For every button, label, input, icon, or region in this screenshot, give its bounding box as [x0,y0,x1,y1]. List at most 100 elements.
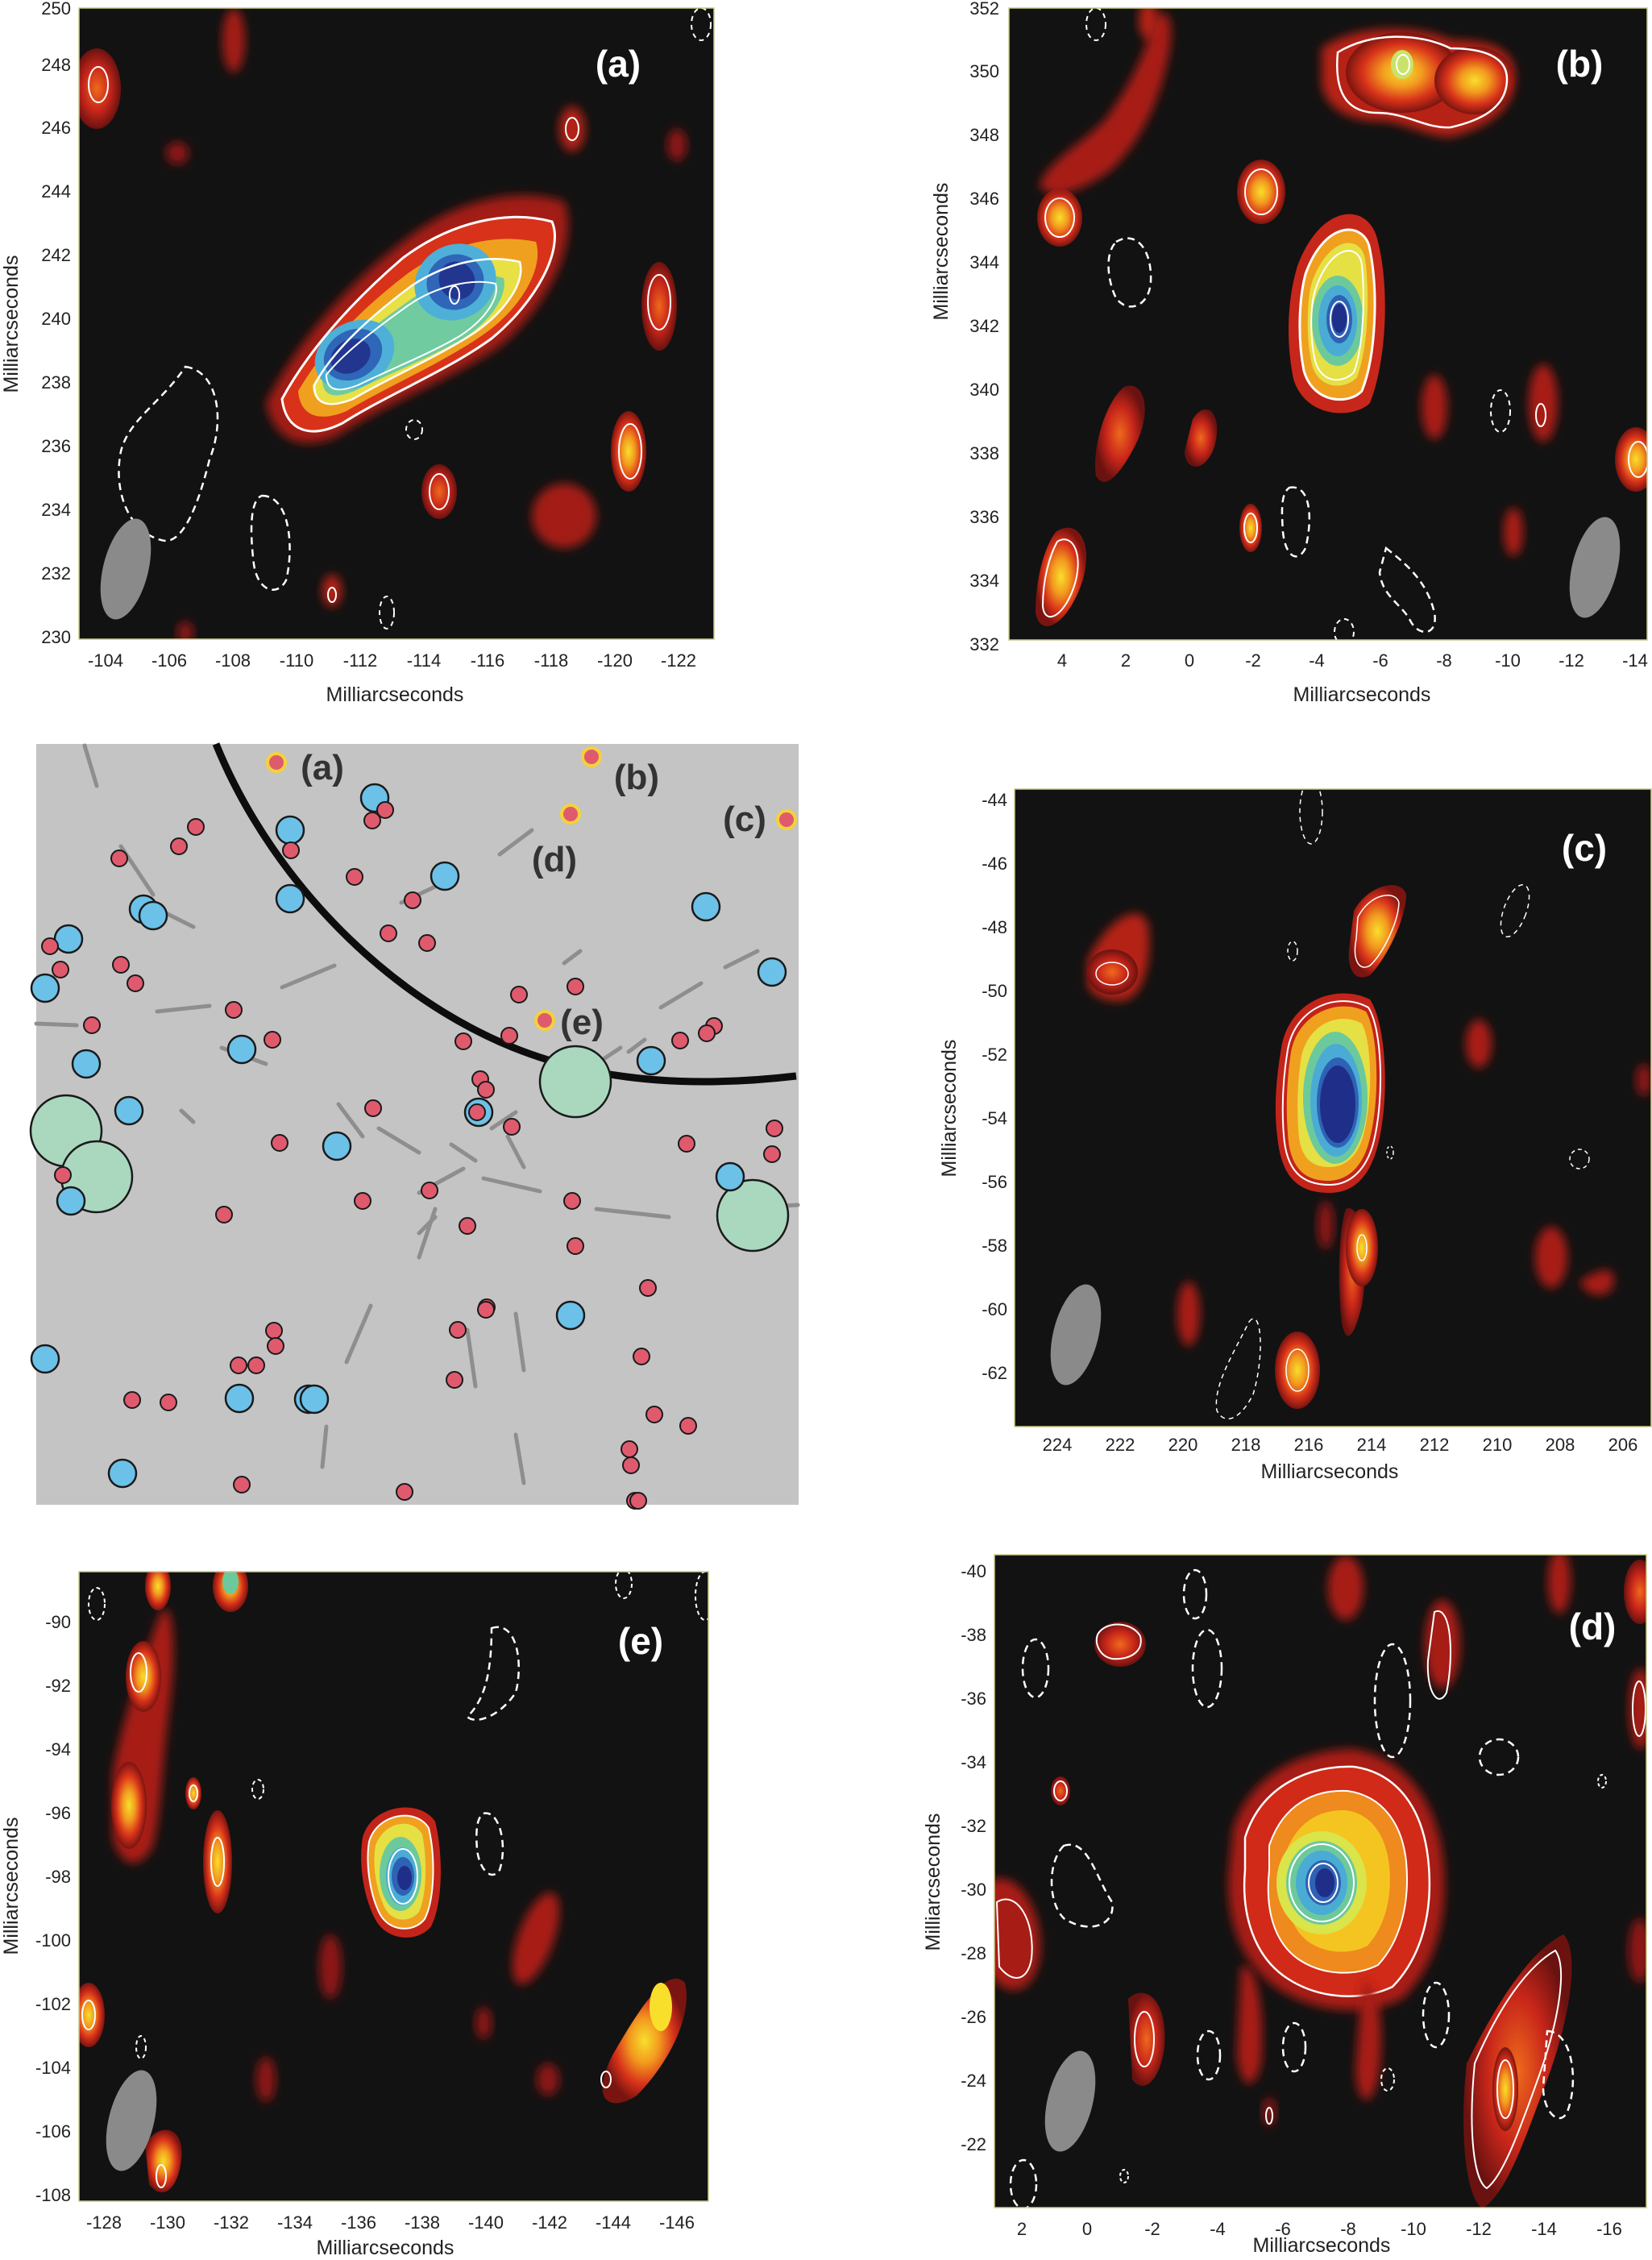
red-marker [265,1322,283,1340]
map-label-b: (b) [614,758,659,797]
source-map-arc [212,742,797,1086]
blue-marker [107,1458,138,1489]
source-map: (a) (b) (c) (d) (e) [29,742,800,1510]
panel-c-beam [1050,1284,1102,1385]
panel-e-y-tick: -108 [35,2185,71,2205]
red-marker [698,1024,716,1042]
map-label-e: (e) [560,1003,604,1042]
blue-marker [56,1186,86,1216]
panel-b-x-tick: -6 [1372,650,1388,671]
source-map-red-markers [41,801,783,1510]
panel-c-x-tick: 208 [1546,1435,1575,1455]
panel-e-x-tick: -130 [150,2212,185,2233]
panel-b-x-tick: 2 [1121,650,1131,671]
panel-b-x-tick: 0 [1185,650,1194,671]
panel-c-y-tick: -46 [982,854,1007,874]
panel-e-y-tick: -104 [35,2058,71,2078]
panel-a-y-tick: 248 [41,55,71,75]
map-label-c: (c) [723,800,766,839]
red-marker [112,956,130,974]
panel-d-y-tick: -34 [961,1752,986,1772]
panel-b-x-tick: -4 [1309,650,1325,671]
red-marker [404,891,421,909]
panel-e-y-axis-label: Milliarcseconds [0,1818,23,1955]
panel-e-x-tick: -134 [277,2212,313,2233]
target-marker-e [534,1010,555,1031]
panel-c-y-tick: -52 [982,1045,1007,1065]
red-marker [629,1492,647,1510]
panel-a-x-tick: -104 [88,650,123,671]
blue-marker [138,900,168,931]
red-marker [567,978,584,995]
blue-marker [275,883,305,914]
panel-e-y-tick: -90 [45,1612,71,1632]
panel-a-x-tick: -110 [280,650,313,671]
red-marker [247,1356,265,1374]
panel-a-x-tick: -120 [597,650,633,671]
panel-e-y-tick: -102 [35,1994,71,2014]
red-marker [622,1456,640,1474]
panel-e-y-tick: -98 [45,1867,71,1887]
panel-a-x-tick: -112 [343,650,377,671]
panel-b-beam [1569,517,1621,618]
panel-d-x-tick: -2 [1144,2219,1160,2239]
red-marker [418,934,436,952]
panel-a-x-tick: -118 [534,650,568,671]
panel-a-y-tick: 250 [41,0,71,19]
panel-e-x-tick: -128 [86,2212,122,2233]
panel-b-x-ticks: 4 2 0 -2 -4 -6 -8 -10 -12 -14 [1057,650,1648,671]
panel-c-y-axis-label: Milliarcseconds [938,1040,961,1178]
panel-b-x-tick: -8 [1436,650,1452,671]
red-marker [645,1406,663,1423]
red-marker [215,1206,233,1223]
red-marker [500,1027,518,1045]
red-marker [264,1031,281,1049]
red-marker [83,1016,101,1034]
panel-d-x-tick: 2 [1017,2219,1027,2239]
red-marker [271,1134,288,1152]
red-marker [510,986,528,1003]
red-marker [363,812,381,829]
panel-b-label: (b) [1556,43,1604,85]
panel-c-x-tick: 216 [1294,1435,1324,1455]
red-marker [477,1081,495,1099]
panel-a-y-axis-label: Milliarcseconds [0,255,23,393]
panel-e-x-ticks: -128 -130 -132 -134 -136 -138 -140 -142 … [86,2212,695,2233]
panel-c-y-tick: -56 [982,1172,1007,1192]
blue-marker [30,973,60,1003]
red-marker [160,1394,177,1411]
panel-d-x-tick: -8 [1340,2219,1356,2239]
red-marker [679,1417,697,1435]
blue-marker [30,1344,60,1374]
panel-d-label: (d) [1569,1606,1617,1647]
panel-b-x-tick: -14 [1622,650,1648,671]
panel-d-y-tick: -24 [961,2071,986,2091]
panel-a: (a) -104 -106 -108 -110 -112 -114 -116 -… [0,0,715,706]
red-marker [41,937,59,955]
panel-c-x-axis-label: Milliarcseconds [1261,1460,1399,1483]
panel-b-x-tick: -12 [1559,650,1584,671]
panel-a-y-tick: 242 [41,245,71,265]
blue-marker [299,1384,330,1415]
red-marker [621,1440,638,1458]
panel-a-y-tick: 238 [41,372,71,393]
panel-e-y-tick: -92 [45,1676,71,1696]
panel-c-x-tick: 220 [1168,1435,1198,1455]
panel-a-y-tick: 246 [41,118,71,138]
red-marker [346,868,363,886]
panel-b-y-tick: 336 [969,507,999,527]
panel-c-x-tick: 210 [1483,1435,1513,1455]
panel-e-y-tick: -94 [45,1739,71,1759]
panel-a-x-ticks: -104 -106 -108 -110 -112 -114 -116 -118 … [88,650,696,671]
panel-b-x-axis-label: Milliarcseconds [1293,683,1431,706]
panel-b-y-tick: 338 [969,443,999,463]
panel-b-y-axis-label: Milliarcseconds [930,183,953,321]
panel-a-x-tick: -114 [407,650,441,671]
red-marker [455,1032,472,1050]
panel-d-x-tick: -12 [1466,2219,1492,2239]
blue-marker [636,1045,666,1076]
panel-a-y-tick: 244 [41,181,71,201]
panel-e-x-tick: -142 [532,2212,567,2233]
panel-d-y-tick: -28 [961,1943,986,1963]
blue-marker [226,1034,257,1065]
